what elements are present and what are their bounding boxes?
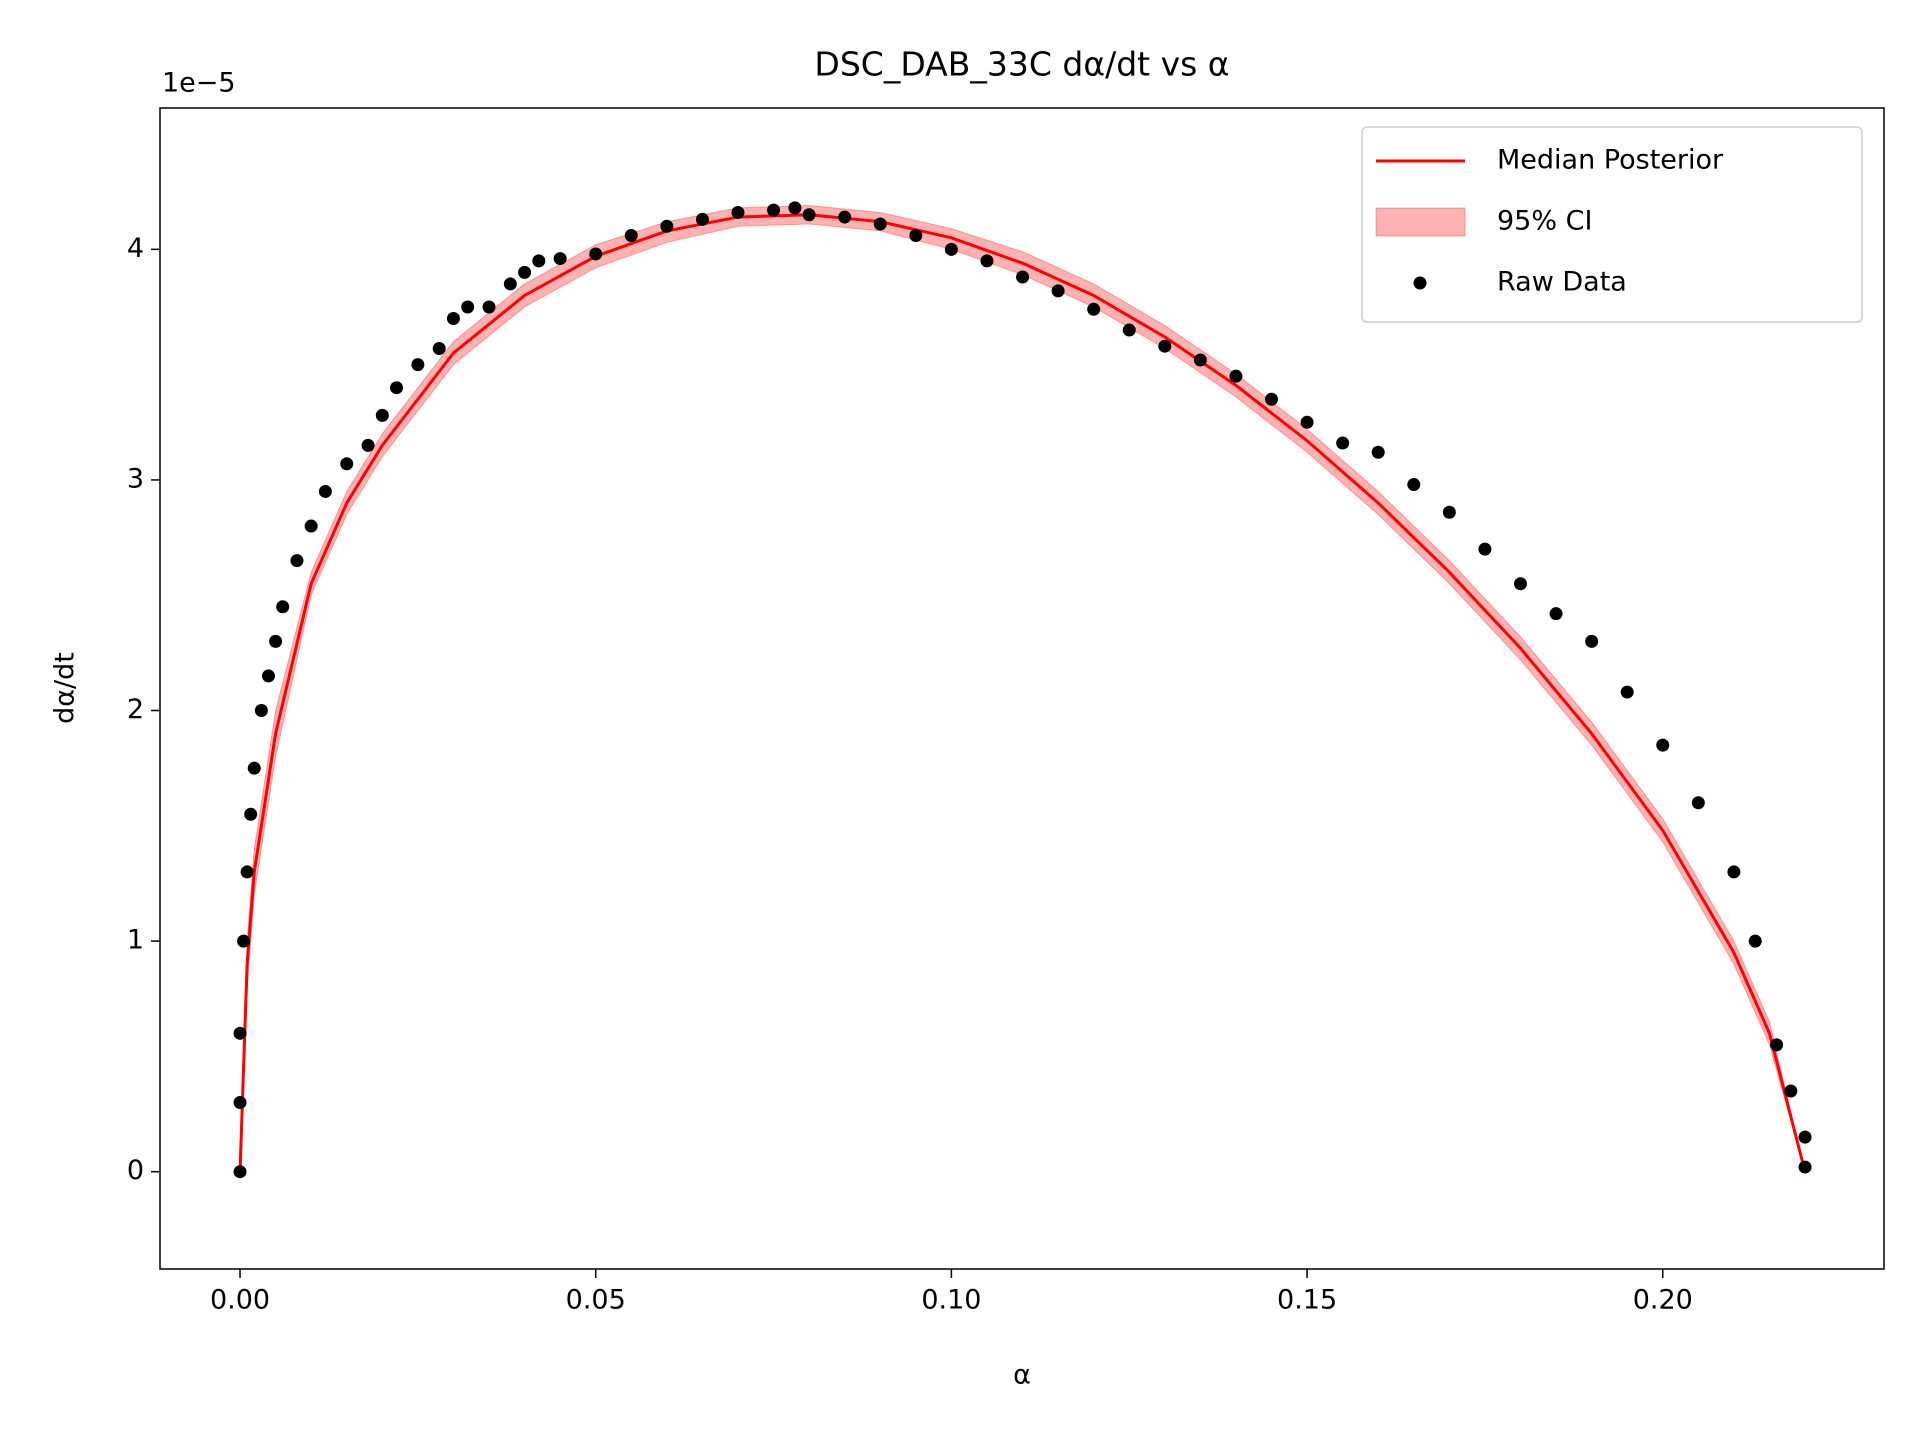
raw-point [375,408,389,422]
raw-point [660,219,674,233]
raw-point [269,634,283,648]
legend-label: Raw Data [1497,267,1627,298]
raw-point [731,205,745,219]
raw-point [1798,1130,1812,1144]
raw-point [1336,436,1350,450]
raw-point [390,381,404,395]
raw-point [1727,865,1741,879]
raw-point [909,229,923,243]
raw-point [318,484,332,498]
raw-point [1193,353,1207,367]
raw-point [1158,339,1172,353]
raw-point [1407,478,1421,492]
y-tick-label: 1 [127,925,144,956]
raw-point [1087,302,1101,316]
raw-point [624,229,638,243]
legend-marker [1413,276,1427,290]
plot-area [233,201,1812,1179]
plot-frame [159,107,1885,1270]
y-tick-label: 0 [127,1155,144,1186]
raw-point [802,208,816,222]
raw-point [482,300,496,314]
raw-point [873,217,887,231]
chart-title: DSC_DAB_33C dα/dt vs α [814,45,1229,84]
raw-point [1798,1160,1812,1174]
raw-point [261,669,275,683]
raw-point [1122,323,1136,337]
raw-point [1585,634,1599,648]
raw-point [980,254,994,268]
y-offset-label: 1e−5 [162,68,236,99]
raw-point [304,519,318,533]
raw-point [254,704,268,718]
raw-point [532,254,546,268]
x-tick-label: 0.10 [921,1285,981,1316]
y-axis-label: dα/dt [50,652,81,724]
y-tick-label: 3 [127,463,144,494]
raw-point [1051,284,1065,298]
raw-point [518,265,532,279]
raw-point [838,210,852,224]
raw-point [1549,607,1563,621]
raw-point [1265,392,1279,406]
raw-point [767,203,781,217]
raw-point [944,242,958,256]
raw-point [553,252,567,266]
raw-point [276,600,290,614]
raw-point [1691,796,1705,810]
raw-point [411,358,425,372]
raw-point [503,277,517,291]
raw-point [1478,542,1492,556]
legend-swatch [1375,207,1466,237]
raw-point [1442,505,1456,519]
raw-point [290,554,304,568]
raw-point [1513,577,1527,591]
raw-point [788,201,802,215]
x-axis-label: α [1013,1360,1031,1391]
raw-point [244,807,258,821]
raw-point [1620,685,1634,699]
raw-point [1748,934,1762,948]
raw-point [1770,1038,1784,1052]
x-tick-label: 0.05 [566,1285,626,1316]
y-tick-label: 4 [127,233,144,264]
legend-box [1361,126,1863,323]
raw-point [1300,415,1314,429]
raw-point [233,1165,247,1179]
raw-point [1656,738,1670,752]
y-tick-label: 2 [127,694,144,725]
raw-point [247,761,261,775]
raw-point [1016,270,1030,284]
raw-point [1371,445,1385,459]
legend-label: 95% CI [1497,206,1592,237]
raw-point [461,300,475,314]
x-tick-label: 0.15 [1277,1285,1337,1316]
raw-point [589,247,603,261]
x-tick-label: 0.00 [210,1285,270,1316]
raw-point [240,865,254,879]
raw-point [233,1096,247,1110]
raw-point [233,1026,247,1040]
raw-point [432,342,446,356]
raw-point [1784,1084,1798,1098]
raw-point [446,312,460,326]
raw-point [237,934,251,948]
raw-point [340,457,354,471]
legend-label: Median Posterior [1497,145,1724,176]
raw-point [695,212,709,226]
x-tick-label: 0.20 [1633,1285,1693,1316]
raw-point [1229,369,1243,383]
raw-point [361,438,375,452]
